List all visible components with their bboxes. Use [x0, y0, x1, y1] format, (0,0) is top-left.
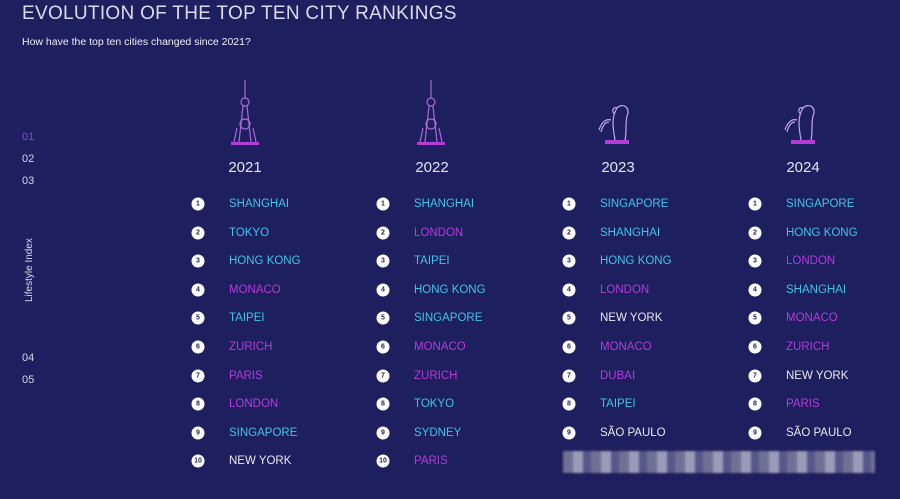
city-name: MONACO [600, 341, 652, 353]
nav-item: 03 [22, 175, 35, 187]
rank-badge: 8 [562, 397, 576, 411]
rank-badge: 1 [376, 197, 390, 211]
rank-badge: 1 [191, 197, 205, 211]
city-name: TAIPEI [414, 255, 450, 268]
rank-badge: 7 [562, 369, 576, 383]
rank-badge: 8 [376, 397, 390, 411]
rank-badge: 2 [191, 226, 205, 240]
rank-badge: 7 [376, 369, 390, 383]
city-name: PARIS [786, 398, 820, 411]
rank-badge: 3 [748, 254, 762, 268]
year-label: 2021 [228, 159, 262, 176]
rank-badge: 7 [748, 369, 762, 383]
city-name: NEW YORK [600, 312, 663, 325]
tower-icon [417, 80, 445, 145]
city-name: SINGAPORE [229, 426, 298, 439]
city-name: MONACO [786, 312, 838, 325]
rank-badge: 3 [562, 254, 576, 268]
rank-badge: 1 [562, 197, 576, 211]
city-name: LONDON [229, 398, 279, 411]
city-name: TOKYO [229, 226, 270, 239]
rank-badge: 10 [376, 454, 390, 468]
city-name: NEW YORK [229, 455, 292, 468]
city-name: SÃO PAULO [786, 426, 852, 439]
rank-badge: 4 [562, 283, 576, 297]
city-name: ZURICH [786, 341, 830, 353]
city-name: SINGAPORE [600, 198, 669, 210]
city-name: TAIPEI [600, 398, 636, 411]
rank-badge: 2 [748, 226, 762, 240]
city-name: MONACO [414, 341, 466, 353]
nav-item: 04 [22, 352, 35, 364]
city-name: PARIS [414, 455, 448, 468]
rank-badge: 6 [748, 340, 762, 354]
city-name: SHANGHAI [414, 198, 475, 210]
rank-badge: 3 [376, 254, 390, 268]
page-subtitle: How have the top ten cities changed sinc… [22, 36, 251, 48]
redacted-area [563, 451, 875, 473]
rank-badge: 5 [376, 311, 390, 325]
rank-badge: 9 [748, 426, 762, 440]
city-name: SHANGHAI [786, 283, 847, 296]
rank-badge: 5 [191, 311, 205, 325]
rank-badge: 6 [191, 340, 205, 354]
city-name: HONG KONG [600, 255, 672, 268]
rank-badge: 2 [562, 226, 576, 240]
nav-item: 02 [22, 153, 35, 165]
city-name: HONG KONG [229, 255, 301, 268]
city-name: HONG KONG [414, 283, 486, 296]
rank-badge: 6 [562, 340, 576, 354]
rank-badge: 9 [191, 426, 205, 440]
city-name: TAIPEI [229, 312, 265, 325]
city-name: SHANGHAI [229, 198, 290, 210]
city-name: SÃO PAULO [600, 426, 666, 439]
nav-item: Lifestyle Index [24, 238, 35, 302]
rank-badge: 5 [748, 311, 762, 325]
rank-badge: 2 [376, 226, 390, 240]
nav-item: 01 [22, 131, 35, 143]
year-label: 2023 [601, 159, 635, 176]
city-name: ZURICH [414, 369, 458, 382]
city-name: HONG KONG [786, 226, 858, 239]
city-name: PARIS [229, 369, 263, 382]
year-label: 2022 [415, 159, 449, 176]
city-name: SHANGHAI [600, 226, 661, 239]
rank-badge: 4 [376, 283, 390, 297]
city-name: TOKYO [414, 398, 455, 411]
merlion-icon [598, 104, 629, 144]
city-name: LONDON [414, 226, 464, 239]
rank-badge: 1 [748, 197, 762, 211]
city-name: SINGAPORE [786, 198, 855, 210]
rank-badge: 6 [376, 340, 390, 354]
rank-badge: 5 [562, 311, 576, 325]
rank-badge: 9 [376, 426, 390, 440]
rank-badge: 4 [191, 283, 205, 297]
city-name: DUBAI [600, 369, 636, 382]
year-label: 2024 [786, 159, 820, 176]
tower-icon [231, 80, 259, 145]
city-name: NEW YORK [786, 369, 849, 382]
rank-badge: 4 [748, 283, 762, 297]
city-name: SYDNEY [414, 426, 462, 439]
rank-badge: 7 [191, 369, 205, 383]
city-name: LONDON [786, 255, 836, 268]
city-name: LONDON [600, 283, 650, 296]
city-name: ZURICH [229, 341, 273, 353]
rank-badge: 8 [748, 397, 762, 411]
rank-badge: 9 [562, 426, 576, 440]
city-name: MONACO [229, 283, 281, 296]
nav-item: 05 [22, 374, 35, 386]
rank-badge: 10 [191, 454, 205, 468]
merlion-icon [784, 104, 815, 144]
city-name: SINGAPORE [414, 312, 483, 325]
page-title: EVOLUTION OF THE TOP TEN CITY RANKINGS [22, 3, 457, 24]
rank-badge: 3 [191, 254, 205, 268]
rank-badge: 8 [191, 397, 205, 411]
